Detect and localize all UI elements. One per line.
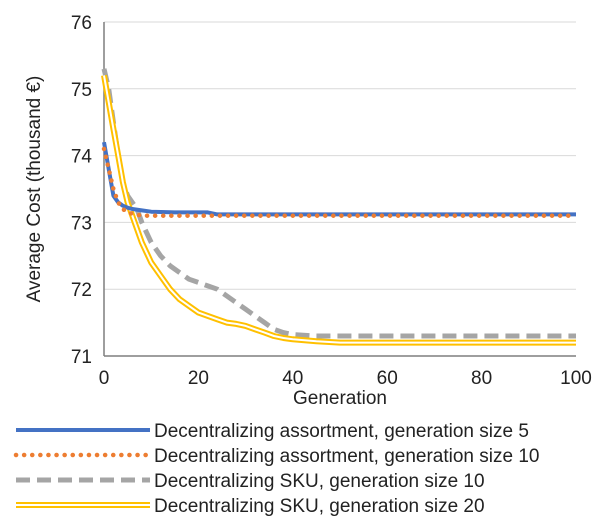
x-tick-label: 80 xyxy=(471,368,492,389)
y-tick-label: 76 xyxy=(71,13,92,34)
x-tick-label: 0 xyxy=(99,368,110,389)
series-lines xyxy=(101,68,579,346)
series-line-3 xyxy=(101,68,576,339)
x-tick-label: 60 xyxy=(377,368,398,389)
legend-label: Decentralizing SKU, generation size 20 xyxy=(154,496,485,517)
x-tick-label: 100 xyxy=(560,368,592,389)
gridlines xyxy=(104,21,576,290)
tick-labels: 71 72 73 74 75 76 0 20 40 60 80 100 xyxy=(71,13,592,389)
y-tick-label: 72 xyxy=(71,280,92,301)
legend-label: Decentralizing SKU, generation size 10 xyxy=(154,471,485,492)
legend-item: Decentralizing SKU, generation size 20 xyxy=(16,496,485,517)
series-line-2 xyxy=(101,146,579,218)
y-tick-label: 75 xyxy=(71,80,92,101)
series-line-4-inner xyxy=(103,75,576,344)
legend-label: Decentralizing assortment, generation si… xyxy=(154,421,529,442)
x-tick-label: 40 xyxy=(282,368,303,389)
y-tick-label: 73 xyxy=(71,213,92,234)
y-axis-title: Average Cost (thousand €) xyxy=(24,76,45,303)
x-tick-label: 20 xyxy=(188,368,209,389)
legend: Decentralizing assortment, generation si… xyxy=(13,421,539,517)
y-tick-label: 74 xyxy=(71,147,93,168)
x-axis-title: Generation xyxy=(293,388,387,409)
legend-label: Decentralizing assortment, generation si… xyxy=(154,446,539,467)
legend-item: Decentralizing SKU, generation size 10 xyxy=(16,471,485,492)
y-tick-label: 71 xyxy=(71,347,92,368)
legend-item: Decentralizing assortment, generation si… xyxy=(13,446,539,467)
legend-item: Decentralizing assortment, generation si… xyxy=(16,421,529,442)
